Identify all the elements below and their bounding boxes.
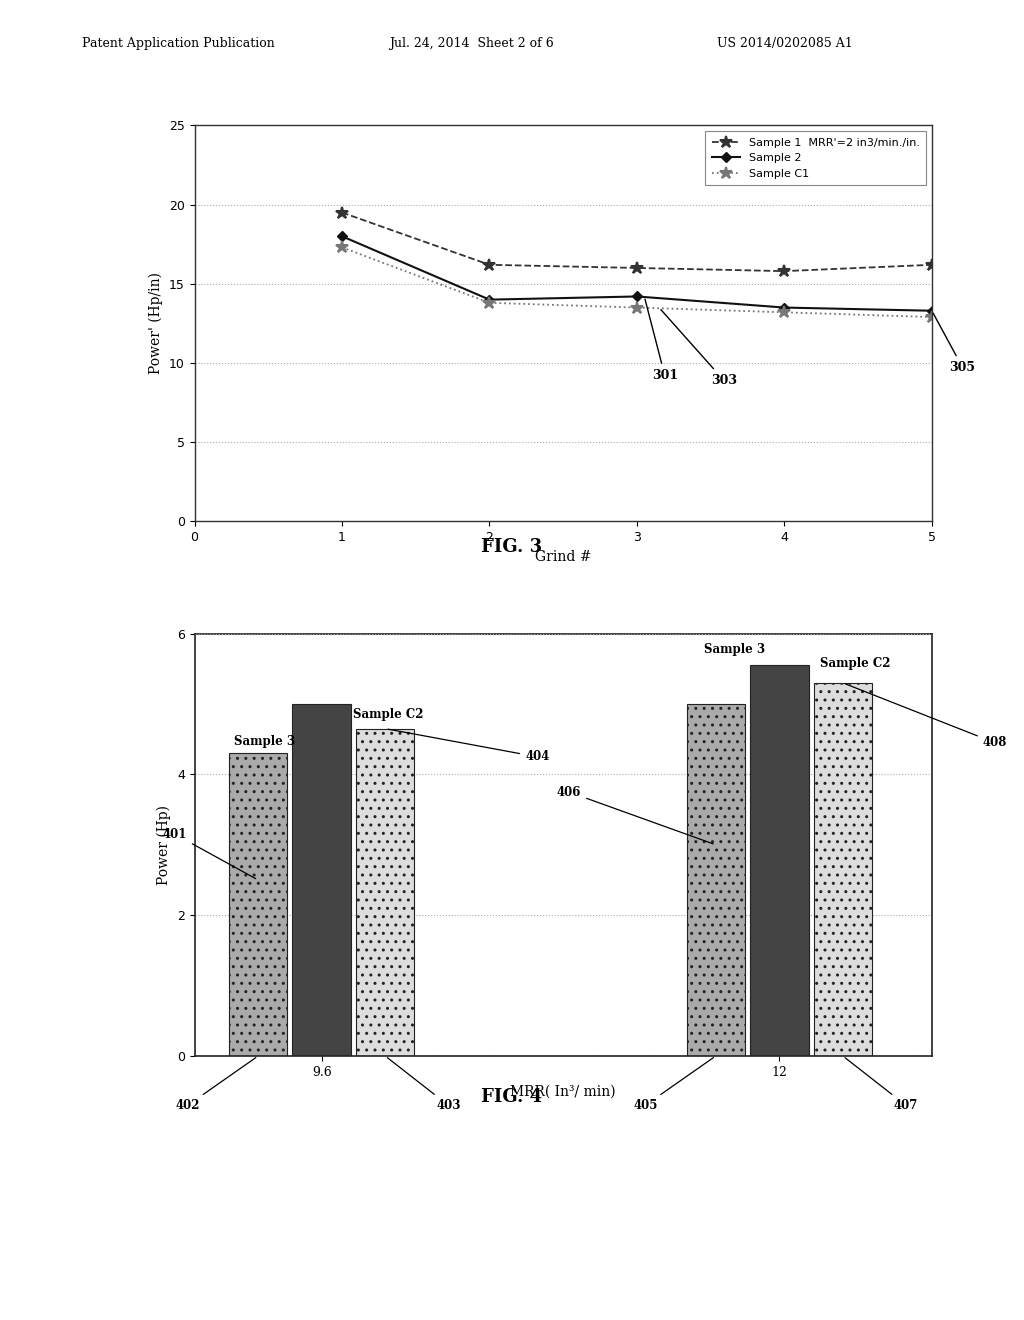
X-axis label: MRR( In³/ min): MRR( In³/ min) <box>510 1084 616 1098</box>
Text: 406: 406 <box>557 785 713 843</box>
Text: Sample 3: Sample 3 <box>705 643 765 656</box>
Text: 401: 401 <box>163 828 256 879</box>
Text: FIG. 3: FIG. 3 <box>481 537 543 556</box>
Bar <box>293 704 351 1056</box>
Text: US 2014/0202085 A1: US 2014/0202085 A1 <box>717 37 853 50</box>
Text: Sample C2: Sample C2 <box>820 657 891 671</box>
X-axis label: Grind #: Grind # <box>535 549 592 564</box>
Text: FIG. 4: FIG. 4 <box>481 1088 543 1106</box>
Text: 403: 403 <box>387 1057 461 1111</box>
Text: 408: 408 <box>846 684 1007 750</box>
Bar <box>356 729 415 1056</box>
Text: Jul. 24, 2014  Sheet 2 of 6: Jul. 24, 2014 Sheet 2 of 6 <box>389 37 554 50</box>
Y-axis label: Power (Hp): Power (Hp) <box>157 805 171 884</box>
Text: 303: 303 <box>660 310 736 387</box>
Text: 404: 404 <box>388 729 550 763</box>
Text: Sample C2: Sample C2 <box>353 708 424 721</box>
Legend: Sample 1  MRR'=2 in3/min./in., Sample 2, Sample C1: Sample 1 MRR'=2 in3/min./in., Sample 2, … <box>706 131 927 185</box>
Y-axis label: Power' (Hp/in): Power' (Hp/in) <box>150 272 164 375</box>
Bar <box>686 704 745 1056</box>
Text: 405: 405 <box>633 1057 714 1111</box>
Text: Sample 3: Sample 3 <box>233 735 295 748</box>
Text: 402: 402 <box>175 1057 256 1111</box>
Text: 407: 407 <box>845 1057 919 1111</box>
Text: Patent Application Publication: Patent Application Publication <box>82 37 274 50</box>
Text: 301: 301 <box>645 300 678 381</box>
Bar <box>229 754 288 1056</box>
Bar <box>750 665 809 1056</box>
Text: 305: 305 <box>933 313 976 374</box>
Bar <box>814 682 872 1056</box>
